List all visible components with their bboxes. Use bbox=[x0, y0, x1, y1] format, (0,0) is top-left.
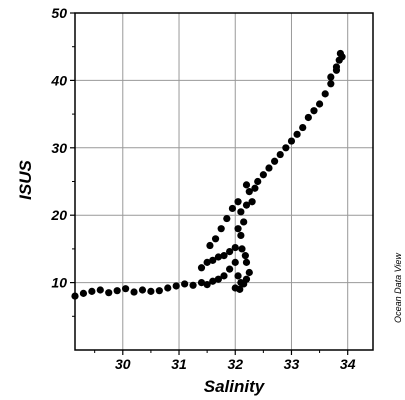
x-tick-label: 32 bbox=[227, 356, 243, 372]
data-point bbox=[197, 279, 206, 287]
x-tick-label: 30 bbox=[115, 356, 131, 372]
data-point bbox=[299, 123, 307, 132]
data-point bbox=[122, 285, 130, 293]
data-point bbox=[237, 208, 245, 216]
y-tick-label: 20 bbox=[50, 207, 67, 223]
x-tick-label: 33 bbox=[284, 356, 300, 372]
data-point bbox=[79, 289, 88, 297]
data-point bbox=[223, 214, 231, 223]
data-point bbox=[236, 285, 244, 293]
data-point bbox=[304, 113, 312, 122]
data-point bbox=[130, 288, 138, 296]
data-point bbox=[105, 289, 113, 297]
data-point bbox=[96, 286, 104, 294]
data-point bbox=[211, 235, 220, 243]
data-point bbox=[226, 247, 234, 256]
data-point bbox=[88, 287, 96, 295]
data-point bbox=[242, 181, 251, 189]
data-point bbox=[234, 272, 242, 280]
ticks bbox=[70, 12, 349, 355]
data-point bbox=[248, 198, 256, 206]
data-point bbox=[203, 281, 211, 289]
data-point bbox=[155, 287, 163, 295]
x-tick-label: 31 bbox=[171, 356, 187, 372]
watermark: Ocean Data View bbox=[393, 253, 403, 323]
data-point bbox=[228, 204, 237, 213]
data-point bbox=[203, 258, 211, 266]
data-point bbox=[197, 264, 206, 272]
data-point bbox=[287, 137, 296, 145]
y-tick-label: 40 bbox=[50, 72, 67, 88]
data-point bbox=[172, 282, 180, 290]
data-point bbox=[241, 252, 249, 260]
data-point bbox=[327, 80, 335, 88]
plot-frame bbox=[74, 12, 374, 351]
data-point bbox=[251, 184, 259, 192]
data-point bbox=[231, 243, 239, 252]
data-point bbox=[327, 73, 335, 81]
data-point bbox=[214, 253, 222, 261]
data-point bbox=[315, 100, 324, 108]
data-point bbox=[240, 218, 248, 226]
data-point bbox=[138, 286, 147, 294]
data-point bbox=[231, 258, 239, 266]
y-tick-labels: 10 20 30 40 50 bbox=[50, 5, 67, 291]
y-tick-label: 50 bbox=[51, 5, 67, 21]
data-point bbox=[206, 241, 214, 250]
x-axis-title: Salinity bbox=[204, 377, 266, 396]
data-point bbox=[220, 252, 228, 260]
data-point bbox=[321, 90, 329, 98]
data-point bbox=[276, 150, 284, 159]
data-point bbox=[293, 130, 301, 138]
data-point bbox=[332, 63, 341, 71]
data-point bbox=[147, 287, 155, 295]
data-point bbox=[226, 265, 234, 273]
data-point bbox=[245, 268, 253, 277]
data-point bbox=[245, 188, 253, 196]
y-tick-label: 10 bbox=[51, 275, 67, 291]
data-point bbox=[242, 258, 251, 266]
grid bbox=[75, 13, 373, 350]
data-point bbox=[259, 171, 267, 179]
y-axis-title: ISUS bbox=[16, 160, 35, 200]
data-point bbox=[209, 277, 217, 285]
data-point bbox=[242, 275, 251, 283]
x-tick-label: 34 bbox=[340, 356, 356, 372]
data-point bbox=[271, 157, 279, 165]
x-tick-labels: 30 31 32 33 34 bbox=[115, 356, 356, 372]
data-point bbox=[282, 144, 290, 152]
data-point bbox=[181, 280, 189, 288]
data-point bbox=[265, 164, 273, 172]
data-points bbox=[71, 49, 346, 300]
data-point bbox=[242, 201, 251, 209]
data-point bbox=[254, 177, 262, 186]
data-point bbox=[189, 281, 197, 289]
data-point bbox=[310, 107, 318, 115]
data-point bbox=[238, 245, 246, 253]
data-point bbox=[217, 225, 225, 233]
data-point bbox=[164, 284, 172, 292]
data-point bbox=[237, 231, 245, 240]
data-point bbox=[234, 198, 242, 206]
data-point bbox=[234, 225, 242, 233]
data-point bbox=[113, 287, 121, 295]
y-tick-label: 30 bbox=[51, 140, 67, 156]
data-point bbox=[214, 275, 222, 283]
data-point bbox=[209, 256, 217, 264]
data-point bbox=[338, 53, 346, 61]
data-point bbox=[220, 272, 228, 280]
